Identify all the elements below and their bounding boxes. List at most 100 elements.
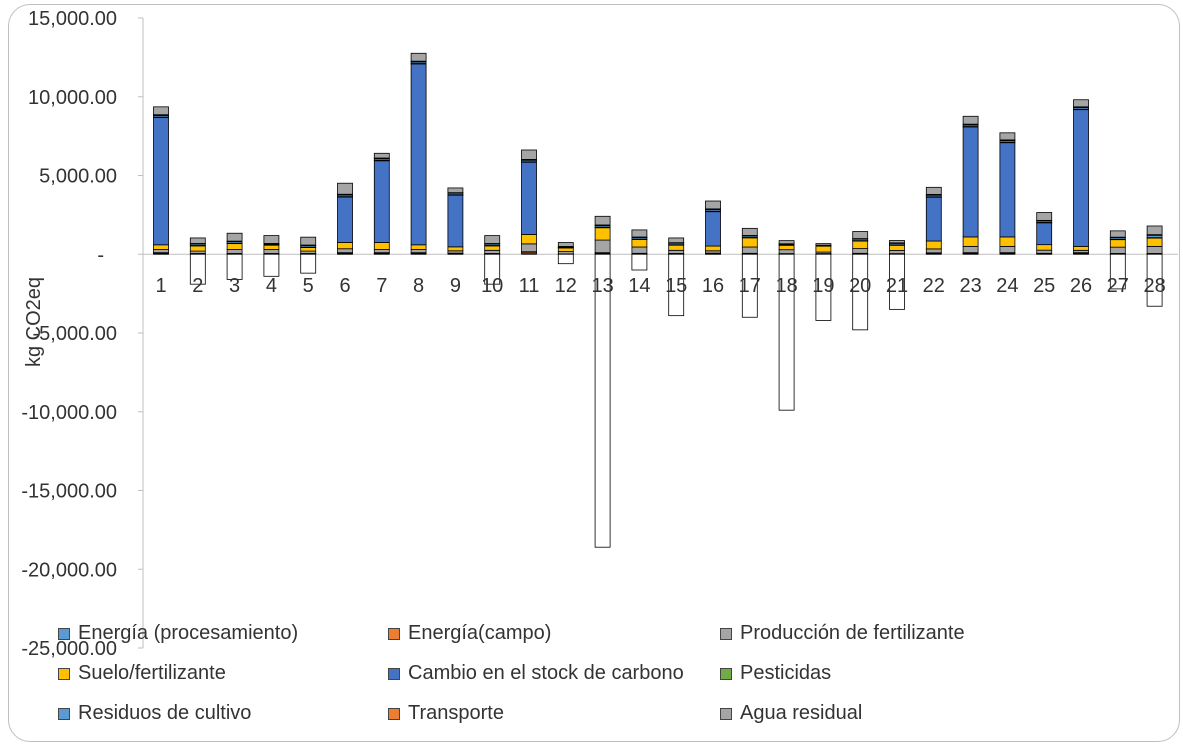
legend-item: Energía(campo) [388,622,551,645]
bar-segment [1109,238,1126,248]
legend-label: Energía (procesamiento) [78,622,299,644]
bar-segment [153,116,169,246]
bar-segment [153,106,169,116]
bar-segment [189,245,206,252]
bar-segment [741,237,758,248]
bar-segment [337,248,353,254]
bar-segment [521,243,537,253]
y-tick-label: -5,000.00 [32,323,117,345]
y-tick-label: -25,000.00 [21,638,117,660]
chart-frame [8,4,1180,742]
bar-segment [447,187,464,194]
bar-segment [815,253,832,321]
legend-item: Pesticidas [720,662,831,685]
bar-segment [484,235,501,244]
x-tick-label: 11 [519,275,540,297]
legend-label: Agua residual [740,702,863,724]
bar-segment [300,236,317,246]
bar-segment [778,253,795,411]
bar-segment [962,115,979,125]
x-tick-label: 3 [229,275,240,297]
x-tick-label: 9 [450,275,461,297]
bar-segment [447,246,464,252]
bar-segment [484,249,501,254]
x-tick-label: 23 [959,275,981,297]
legend-swatch [58,707,70,720]
x-tick-label: 2 [192,275,203,297]
x-tick-label: 20 [849,275,871,297]
bar-segment [705,200,721,210]
bar-segment [263,253,280,277]
bar-segment [410,244,427,250]
x-tick-label: 28 [1143,275,1165,297]
bar-segment [189,253,206,285]
bar-segment [410,52,427,62]
bar-segment [263,249,280,254]
bar-segment [668,249,685,254]
bar-segment [189,237,206,244]
bar-segment [1146,225,1163,236]
legend-label: Cambio en el stock de carbono [408,662,684,684]
bar-segment [373,160,390,243]
x-tick-label: 1 [155,275,166,297]
bar-segment [1073,108,1089,247]
bar-segment [741,253,758,318]
x-tick-label: 7 [376,275,387,297]
bar-segment [1146,237,1163,247]
bar-segment [1109,253,1126,290]
bar-segment [1073,99,1089,108]
bar-segment [925,240,942,250]
bar-segment [594,253,611,548]
bar-segment [999,142,1016,238]
legend-label: Residuos de cultivo [78,702,252,724]
x-tick-label: 16 [702,275,724,297]
bar-segment [594,239,611,254]
bar-segment [484,253,501,285]
bar-segment [337,196,353,243]
legend-swatch [388,707,400,720]
bar-segment [594,227,611,241]
x-tick-label: 14 [628,275,650,297]
x-tick-label: 26 [1070,275,1092,297]
x-tick-label: 24 [996,275,1018,297]
x-tick-label: 6 [339,275,350,297]
legend-swatch [720,667,732,680]
y-tick-label: -15,000.00 [21,481,117,503]
bar-segment [889,244,905,251]
bar-segment [778,240,795,245]
bar-segment [337,242,353,250]
bar-segment [925,196,942,242]
bar-segment [631,253,648,271]
bar-segment [925,186,942,195]
bar-segment [521,149,537,160]
bar-segment [373,242,390,250]
x-tick-label: 27 [1107,275,1129,297]
bar-segment [889,240,905,244]
bar-segment [153,249,169,254]
x-tick-label: 4 [266,275,277,297]
y-axis: 15,000.00 10,000.00 5,000.00 - -5,000.00 -10,… [21,8,1178,660]
bar-segment [1146,245,1163,254]
legend-label: Transporte [408,702,504,724]
bar-segment [300,253,317,274]
legend-item: Residuos de cultivo [58,702,251,725]
bar-segment [337,182,353,195]
bar-segment [1036,212,1053,221]
x-tick-label: 12 [555,275,577,297]
bar-segment [852,253,869,331]
bar-segment [557,242,574,247]
y-tick-label: - [97,244,104,266]
bar-segment [521,161,537,235]
y-tick-label: -10,000.00 [21,402,117,424]
legend-swatch [58,667,70,680]
bar-segment [925,248,942,254]
legend-item: Cambio en el stock de carbono [388,662,684,685]
y-tick-label: 5,000.00 [39,166,117,188]
bar-segment [447,194,464,248]
bar-segment [1109,230,1126,238]
bar-segment [815,245,832,253]
bar-segment [999,245,1016,254]
bar-segment [705,245,721,252]
legend-label: Pesticidas [740,662,832,684]
x-tick-label: 10 [481,275,503,297]
